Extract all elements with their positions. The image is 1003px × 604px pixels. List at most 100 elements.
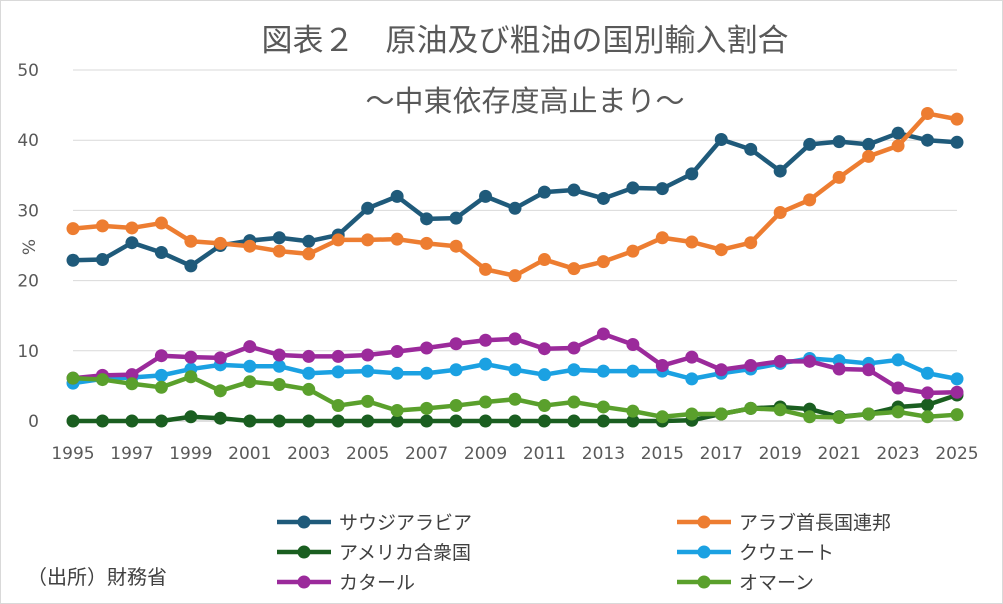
data-point: [655, 410, 669, 424]
legend-label: オマーン: [739, 572, 814, 594]
data-point: [272, 414, 286, 428]
data-point: [420, 366, 434, 380]
data-point: [626, 414, 640, 428]
data-point: [66, 414, 80, 428]
data-point: [537, 399, 551, 413]
series-line: [70, 111, 960, 278]
data-point: [449, 211, 463, 225]
legend-item: サウジアラビア: [277, 512, 472, 534]
data-point: [361, 364, 375, 378]
data-point: [243, 359, 257, 373]
legend-label: クウェート: [739, 542, 834, 564]
data-point: [626, 404, 640, 418]
legend-swatch-marker: [297, 545, 311, 559]
x-tick-label: 1999: [169, 444, 212, 464]
data-point: [272, 244, 286, 258]
data-point: [567, 262, 581, 276]
data-point: [154, 216, 168, 230]
data-point: [213, 384, 227, 398]
data-point: [479, 357, 493, 371]
data-point: [596, 414, 610, 428]
series-5: [66, 370, 964, 424]
data-point: [420, 414, 434, 428]
data-point: [243, 239, 257, 253]
x-tick-label: 1995: [51, 444, 94, 464]
data-point: [567, 395, 581, 409]
data-point: [567, 414, 581, 428]
data-point: [891, 405, 905, 419]
data-point: [744, 359, 758, 373]
data-point: [921, 133, 935, 147]
data-point: [508, 414, 522, 428]
data-point: [832, 170, 846, 184]
data-point: [361, 348, 375, 362]
y-axis: 0 10 20 30 40 50: [17, 61, 39, 432]
data-point: [302, 349, 316, 363]
data-point: [213, 236, 227, 250]
data-point: [479, 333, 493, 347]
data-point: [184, 410, 198, 424]
y-tick-label: 30: [17, 201, 39, 221]
data-point: [125, 236, 139, 250]
data-point: [508, 201, 522, 215]
legend-item: クウェート: [677, 542, 834, 564]
data-point: [154, 349, 168, 363]
series-line: [70, 130, 960, 269]
y-tick-label: 40: [17, 131, 39, 151]
data-point: [449, 399, 463, 413]
data-point: [154, 380, 168, 394]
data-point: [862, 363, 876, 377]
data-point: [626, 244, 640, 258]
data-point: [213, 411, 227, 425]
data-point: [272, 231, 286, 245]
data-point: [479, 395, 493, 409]
data-point: [243, 414, 257, 428]
legend-label: アメリカ合衆国: [339, 542, 471, 564]
data-point: [921, 107, 935, 121]
data-point: [537, 185, 551, 199]
data-point: [449, 337, 463, 351]
data-point: [596, 255, 610, 269]
data-point: [449, 239, 463, 253]
legend-label: アラブ首長国連邦: [739, 511, 891, 534]
data-point: [125, 377, 139, 391]
data-point: [596, 364, 610, 378]
data-point: [921, 398, 935, 412]
data-point: [950, 372, 964, 386]
data-point: [950, 385, 964, 399]
data-point: [832, 362, 846, 376]
data-point: [685, 407, 699, 421]
data-point: [390, 232, 404, 246]
data-point: [685, 372, 699, 386]
legend-swatch-marker: [697, 545, 711, 559]
data-point: [537, 342, 551, 356]
legend-label: サウジアラビア: [339, 512, 472, 534]
data-point: [803, 354, 817, 368]
data-point: [832, 410, 846, 424]
data-point: [154, 246, 168, 260]
data-point: [537, 253, 551, 267]
data-point: [449, 363, 463, 377]
data-point: [331, 233, 345, 247]
data-point: [125, 368, 139, 382]
data-point: [891, 353, 905, 367]
data-point: [66, 222, 80, 236]
x-tick-label: 2017: [700, 444, 743, 464]
x-tick-label: 2019: [759, 444, 802, 464]
data-point: [803, 193, 817, 207]
data-point: [537, 414, 551, 428]
legend-swatch-marker: [697, 575, 711, 589]
x-tick-label: 2001: [228, 444, 271, 464]
data-point: [950, 112, 964, 126]
data-point: [390, 403, 404, 417]
data-point: [95, 219, 109, 233]
data-point: [95, 373, 109, 387]
data-point: [685, 167, 699, 181]
data-point: [361, 233, 375, 247]
data-point: [508, 392, 522, 406]
data-point: [125, 221, 139, 235]
x-tick-label: 2021: [818, 444, 861, 464]
data-point: [862, 149, 876, 163]
data-point: [596, 400, 610, 414]
data-point: [773, 403, 787, 417]
